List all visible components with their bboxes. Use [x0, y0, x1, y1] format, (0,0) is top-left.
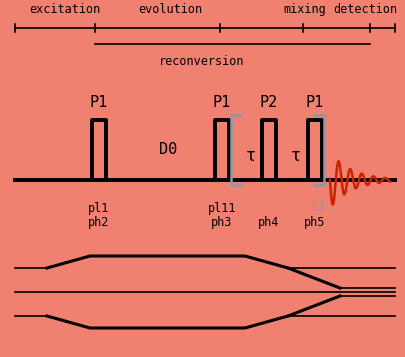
Text: ph2: ph2 [88, 216, 110, 229]
Text: P1: P1 [213, 95, 231, 110]
Text: P1: P1 [90, 95, 108, 110]
Text: mixing: mixing [284, 3, 326, 16]
Text: detection: detection [333, 3, 397, 16]
Text: τ: τ [246, 147, 256, 165]
Text: ph5: ph5 [304, 216, 326, 229]
Text: pl1: pl1 [88, 202, 110, 215]
Text: pl11: pl11 [208, 202, 236, 215]
Text: ph4: ph4 [258, 216, 280, 229]
Text: P1: P1 [306, 95, 324, 110]
Text: excitation: excitation [30, 3, 100, 16]
Text: ph3: ph3 [211, 216, 233, 229]
Text: evolution: evolution [138, 3, 202, 16]
Text: L1: L1 [312, 200, 326, 213]
Text: D0: D0 [159, 142, 177, 157]
Text: reconversion: reconversion [159, 55, 245, 68]
Text: P2: P2 [260, 95, 278, 110]
Text: τ: τ [291, 147, 301, 165]
